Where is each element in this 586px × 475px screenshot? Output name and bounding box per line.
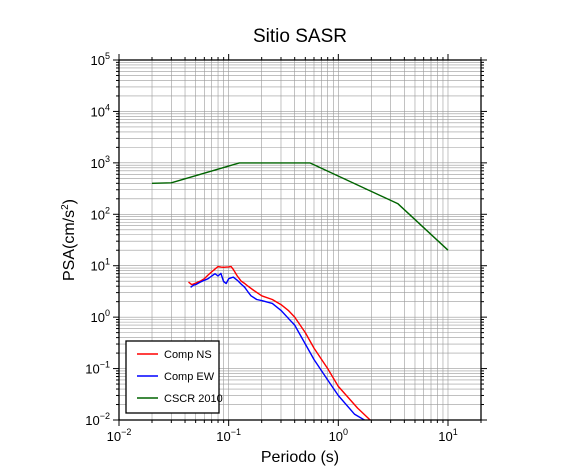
y-tick-labels: 10−2 10−1 100 101 102 103 104 105 [85, 51, 110, 428]
grid-lines [118, 59, 482, 421]
series-cscr-line [151, 162, 449, 251]
y-axis-label: PSA(cm/s2) [60, 199, 78, 281]
chart-title: Sitio SASR [253, 26, 347, 47]
legend-box [125, 340, 220, 414]
x-tick-label: 101 [438, 427, 457, 444]
y-axis-label-tail: ) [61, 199, 78, 204]
series-layer [151, 162, 449, 420]
y-tick-label: 104 [91, 102, 110, 119]
y-tick-label: 100 [91, 308, 110, 325]
series-ew-line [190, 272, 366, 420]
y-tick-label: 103 [91, 154, 110, 171]
y-tick-label: 10−2 [85, 411, 110, 428]
x-axis-label: Periodo (s) [261, 449, 339, 466]
y-tick-label: 101 [91, 257, 110, 274]
series-ns-line [188, 265, 372, 420]
axis-ticks [113, 54, 487, 426]
y-tick-label: 105 [91, 51, 110, 68]
y-tick-label: 102 [91, 205, 110, 222]
x-tick-label: 10−1 [216, 427, 241, 444]
plot-frame [118, 59, 482, 421]
legend: Comp NS Comp EW CSCR 2010 [125, 340, 223, 414]
y-axis-label-base: PSA(cm/s [61, 210, 78, 281]
y-axis-label-sup: 2 [60, 204, 71, 210]
x-tick-labels: 10−2 10−1 100 101 [107, 427, 458, 444]
legend-label-ew: Comp EW [164, 371, 215, 383]
y-tick-label: 10−1 [85, 360, 110, 377]
legend-label-ns: Comp NS [164, 349, 212, 361]
legend-label-cscr: CSCR 2010 [164, 393, 223, 405]
x-tick-label: 100 [329, 427, 348, 444]
x-tick-label: 10−2 [107, 427, 132, 444]
